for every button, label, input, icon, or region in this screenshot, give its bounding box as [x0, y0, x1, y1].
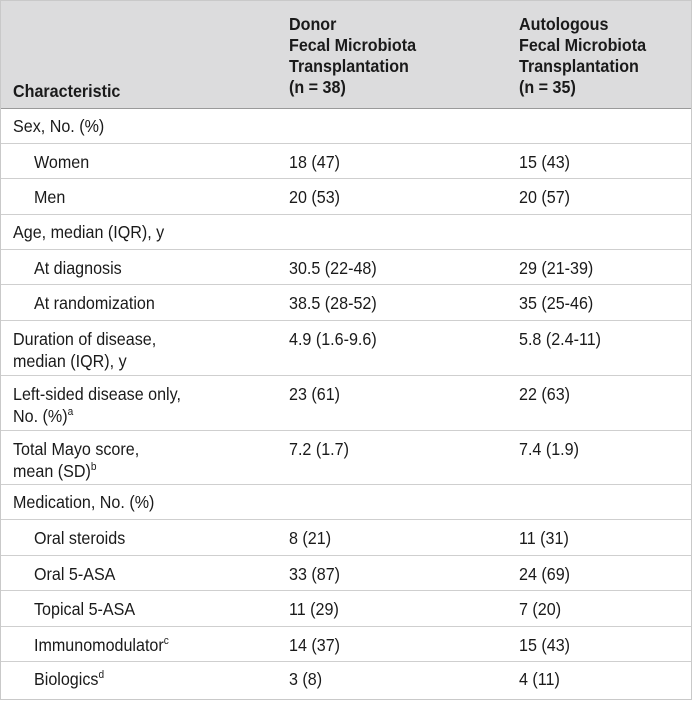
table-body: Sex, No. (%) Women 18 (47) 15 (43) Men 2… — [1, 109, 691, 698]
donor-value: 14 (37) — [289, 635, 341, 655]
table-row: Women 18 (47) 15 (43) — [1, 144, 691, 179]
header-donor-fmt: Donor Fecal Microbiota Transplantation (… — [289, 14, 417, 97]
donor-value: 3 (8) — [289, 669, 323, 689]
table-row: Left-sided disease only, No. (%)a 23 (61… — [1, 376, 691, 431]
table-row: Total Mayo score, mean (SD)b 7.2 (1.7) 7… — [1, 431, 691, 485]
table-row: Immunomodulatorc 14 (37) 15 (43) — [1, 627, 691, 662]
autologous-value: 11 (31) — [519, 528, 569, 548]
row-label: Women — [34, 152, 90, 172]
row-label: Medication, No. (%) — [13, 492, 155, 512]
row-label: At randomization — [34, 293, 155, 313]
row-label: Sex, No. (%) — [13, 116, 105, 136]
table-row: Oral 5-ASA 33 (87) 24 (69) — [1, 556, 691, 591]
row-label: At diagnosis — [34, 258, 122, 278]
donor-value: 18 (47) — [289, 152, 341, 172]
table-row: Men 20 (53) 20 (57) — [1, 179, 691, 215]
table-row: Age, median (IQR), y — [1, 215, 691, 250]
autologous-value: 20 (57) — [519, 187, 571, 207]
row-label: Left-sided disease only, No. (%)a — [13, 384, 181, 426]
donor-value: 33 (87) — [289, 564, 341, 584]
row-label: Immunomodulatorc — [34, 635, 169, 655]
donor-value: 20 (53) — [289, 187, 341, 207]
header-autologous-fmt: Autologous Fecal Microbiota Transplantat… — [519, 14, 647, 97]
footnote-marker: c — [163, 635, 169, 647]
autologous-value: 7.4 (1.9) — [519, 439, 579, 459]
row-label: Oral 5-ASA — [34, 564, 116, 584]
donor-value: 4.9 (1.6-9.6) — [289, 329, 377, 349]
table-row: Duration of disease, median (IQR), y 4.9… — [1, 321, 691, 376]
footnote-marker: b — [90, 461, 97, 473]
row-label: Age, median (IQR), y — [13, 222, 165, 242]
row-label: Duration of disease, median (IQR), y — [13, 329, 157, 371]
row-label: Men — [34, 187, 66, 207]
table-row: Sex, No. (%) — [1, 109, 691, 144]
autologous-value: 29 (21-39) — [519, 258, 594, 278]
autologous-value: 15 (43) — [519, 152, 571, 172]
table-row: At randomization 38.5 (28-52) 35 (25-46) — [1, 285, 691, 321]
header-characteristic: Characteristic — [13, 81, 121, 101]
row-label: Total Mayo score, mean (SD)b — [13, 439, 140, 481]
autologous-value: 4 (11) — [519, 669, 560, 689]
donor-value: 23 (61) — [289, 384, 341, 404]
table-row: Topical 5-ASA 11 (29) 7 (20) — [1, 591, 691, 627]
autologous-value: 24 (69) — [519, 564, 571, 584]
table-row: Oral steroids 8 (21) 11 (31) — [1, 520, 691, 556]
donor-value: 38.5 (28-52) — [289, 293, 377, 313]
autologous-value: 5.8 (2.4-11) — [519, 329, 602, 349]
table-header: Characteristic Donor Fecal Microbiota Tr… — [1, 1, 691, 109]
autologous-value: 35 (25-46) — [519, 293, 594, 313]
footnote-marker: a — [67, 406, 74, 418]
footnote-marker: d — [98, 669, 105, 681]
donor-value: 30.5 (22-48) — [289, 258, 377, 278]
autologous-value: 7 (20) — [519, 599, 562, 619]
autologous-value: 22 (63) — [519, 384, 571, 404]
donor-value: 11 (29) — [289, 599, 339, 619]
donor-value: 8 (21) — [289, 528, 332, 548]
table-row: At diagnosis 30.5 (22-48) 29 (21-39) — [1, 250, 691, 285]
row-label: Oral steroids — [34, 528, 126, 548]
autologous-value: 15 (43) — [519, 635, 571, 655]
table-row: Biologicsd 3 (8) 4 (11) — [1, 662, 691, 698]
table-row: Medication, No. (%) — [1, 485, 691, 520]
donor-value: 7.2 (1.7) — [289, 439, 349, 459]
row-label: Biologicsd — [34, 669, 105, 689]
row-label: Topical 5-ASA — [34, 599, 136, 619]
